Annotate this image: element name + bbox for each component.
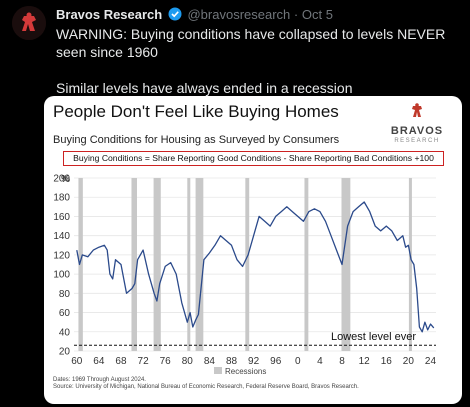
recession-bar <box>153 178 161 351</box>
recession-bar <box>245 178 250 351</box>
chart-title: People Don't Feel Like Buying Homes <box>53 102 339 121</box>
x-tick-label: 12 <box>359 356 371 367</box>
footnote-source: Source: University of Michigan, National… <box>53 384 359 390</box>
bull-icon <box>412 103 422 117</box>
x-tick-label: 88 <box>226 356 238 367</box>
x-tick-label: 0 <box>295 356 301 367</box>
tweet-text-line-1: WARNING: Buying conditions have collapse… <box>56 26 446 60</box>
x-tick-label: 68 <box>115 356 127 367</box>
recession-bar <box>341 178 351 351</box>
chart-image-card[interactable]: People Don't Feel Like Buying Homes BRAV… <box>44 96 462 404</box>
chart-subtitle: Buying Conditions for Housing as Surveye… <box>53 134 340 146</box>
formula-box: Buying Conditions = Share Reporting Good… <box>63 151 444 166</box>
verified-badge-icon <box>168 7 182 24</box>
y-tick-label: 20 <box>59 347 71 358</box>
x-tick-label: 84 <box>204 356 216 367</box>
recession-bar <box>187 178 191 351</box>
x-tick-label: 4 <box>317 356 323 367</box>
recession-bar <box>195 178 204 351</box>
x-tick-label: 96 <box>270 356 282 367</box>
recession-bar <box>408 178 412 351</box>
legend-swatch <box>214 367 222 374</box>
series-line <box>76 201 435 333</box>
y-tick-label: 40 <box>59 327 71 338</box>
brand-subtitle: RESEARCH <box>394 138 440 144</box>
tweet-header: Bravos Research @bravosresearch · Oct 5 <box>56 7 333 24</box>
y-tick-label: 60 <box>59 308 71 319</box>
annotation-lowest-level: Lowest level ever <box>331 331 416 343</box>
separator-dot: · <box>293 7 299 22</box>
brand-name: BRAVOS <box>390 125 444 137</box>
y-tick-label: 80 <box>59 289 71 300</box>
y-tick-label: 200 <box>53 174 70 185</box>
x-tick-label: 16 <box>381 356 393 367</box>
y-tick-label: 160 <box>53 212 70 223</box>
x-tick-label: 92 <box>248 356 260 367</box>
brand-logo: BRAVOS RESEARCH <box>382 102 452 144</box>
y-tick-label: 100 <box>53 270 70 281</box>
y-tick-label: 180 <box>53 193 70 204</box>
legend-label: Recessions <box>225 367 266 374</box>
author-name[interactable]: Bravos Research <box>56 7 163 22</box>
y-tick-label: 140 <box>53 231 70 242</box>
x-tick-label: 20 <box>403 356 415 367</box>
x-tick-label: 64 <box>93 356 105 367</box>
tweet-text-line-2: Similar levels have always ended in a re… <box>56 80 353 96</box>
tweet-text: WARNING: Buying conditions have collapse… <box>56 25 461 97</box>
x-tick-label: 60 <box>71 356 83 367</box>
y-tick-label: 120 <box>53 250 70 261</box>
footnote-dates: Dates: 1969 Through August 2024. <box>53 377 146 383</box>
recession-bar <box>304 178 309 351</box>
recession-bar <box>131 178 138 351</box>
x-tick-label: 24 <box>425 356 437 367</box>
x-tick-label: 8 <box>339 356 345 367</box>
x-tick-label: 76 <box>160 356 172 367</box>
author-handle[interactable]: @bravosresearch <box>187 7 291 22</box>
y-axis-label: % <box>61 174 70 185</box>
bravos-logo-icon[interactable] <box>12 6 46 40</box>
recession-bar <box>78 178 83 351</box>
tweet-date[interactable]: Oct 5 <box>301 7 333 22</box>
x-tick-label: 72 <box>138 356 150 367</box>
x-tick-label: 80 <box>182 356 194 367</box>
